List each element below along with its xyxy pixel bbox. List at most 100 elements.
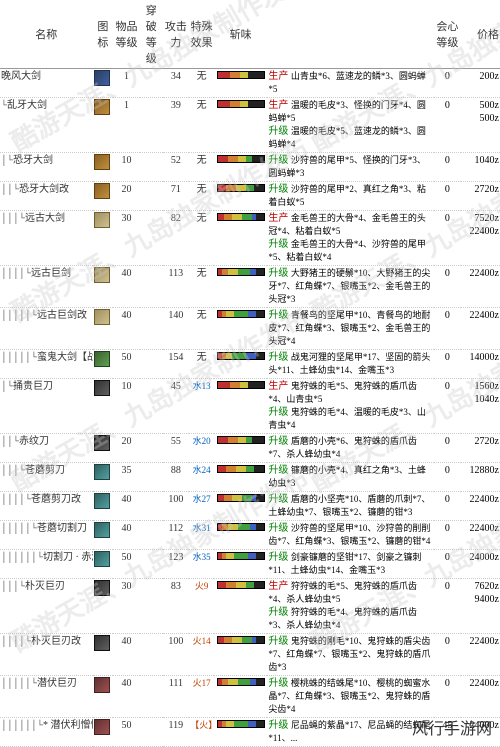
- weapon-name-cell: ││││││└切割刀 · 赤潮: [0, 550, 93, 579]
- material-cell: 生产 山青虫*6、蓝速龙的鳞*3、圆蚂蝉*5: [267, 69, 434, 98]
- affinity-cell: 0: [434, 211, 461, 266]
- weapon-name: 蛮鬼大剑【战棰】: [37, 352, 93, 363]
- grade-cell: 1: [113, 98, 140, 153]
- price-cell: 14000z: [461, 350, 500, 379]
- atk-cell: 123: [163, 550, 190, 579]
- table-row: │││││└远古巨剑改40140无升级 青餐鸟的坚尾甲*10、青餐鸟的地耐皮*7…: [0, 308, 500, 350]
- sharpness-bar: [217, 494, 265, 502]
- sharpness-bar: [217, 636, 265, 644]
- sharp-cell: [214, 463, 267, 492]
- price-cell: 2720z: [461, 434, 500, 463]
- icon-cell: [93, 350, 114, 379]
- spec-cell: 无: [189, 211, 214, 266]
- material-text: 沙狩兽的坚尾甲*10、沙狩兽的削削齿*7、红角蝶*3、银嘴玉*2、镰蘑的钳*4: [268, 523, 430, 546]
- icon-cell: [93, 266, 114, 308]
- material-text: 金毛兽王的大骨*4、沙狩兽的尾甲*5、粘着白蚁*4: [268, 239, 426, 262]
- material-text: 盾蘑的小坚壳*10、盾蘑的爪刺*7、土蜂幼虫*7、银嘴玉*2、镰蘑的钳*3: [268, 494, 430, 517]
- material-text: 大野猪王的硬鬃*10、大野猪王的尖牙*7、红角蝶*7、银嘴玉*2、金毛兽王的头冠…: [268, 268, 430, 304]
- grade-cell: 1: [113, 69, 140, 98]
- grade-cell: 10: [113, 379, 140, 434]
- material-text: 战鬼河狸的坚尾甲*17、坚固的箭头头*11、土蜂幼虫*14、金嘴玉*3: [268, 352, 430, 375]
- pen-cell: [140, 98, 163, 153]
- material-text: 狩狩蛛的毛*5、鬼狩蛛的盾爪齿*4、杀人蜂幼虫*5: [268, 581, 417, 604]
- weapon-name-cell: ││││└朴灭巨刃改: [0, 634, 93, 676]
- spec-cell: 水13: [189, 379, 214, 434]
- weapon-name: 乱牙大剑: [7, 100, 47, 111]
- pen-cell: [140, 308, 163, 350]
- atk-cell: 82: [163, 211, 190, 266]
- upgrade-tag: 升级: [268, 465, 288, 477]
- material-cell: 升级 镰蘑的小壳*4、真红之角*3、土蜂幼虫*3: [267, 463, 434, 492]
- sharpness-bar: [217, 465, 265, 473]
- weapon-name-cell: ││└恐牙大剑改: [0, 182, 93, 211]
- grade-cell: 40: [113, 492, 140, 521]
- atk-cell: 119: [163, 718, 190, 747]
- price-cell: 22400z: [461, 266, 500, 308]
- weapon-icon: [94, 580, 110, 596]
- sharpness-bar: [217, 678, 265, 686]
- material-cell: 升级 青餐鸟的坚尾甲*10、青餐鸟的地耐皮*7、红角蝶*3、银嘴玉*2、金毛兽王…: [267, 308, 434, 350]
- upgrade-tag: 升级: [268, 523, 288, 535]
- weapon-name: 捅贵巨刀: [13, 381, 53, 392]
- pen-cell: [140, 350, 163, 379]
- sharp-cell: [214, 308, 267, 350]
- header-row: 名称 图标 物品等级 穿破等级 攻击力 特殊效果 斩味 会心等级 价格: [0, 0, 500, 69]
- price-cell: 22400z: [461, 634, 500, 676]
- material-cell: 升级 鬼狩蛛的刚毛*10、鬼狩蛛的盾尖齿*7、红角蝶*7、银嘴玉*2、鬼狩蛛的盾…: [267, 634, 434, 676]
- affinity-cell: 0: [434, 350, 461, 379]
- sharpness-bar: [217, 381, 265, 389]
- header-atk: 攻击力: [163, 0, 190, 69]
- sharpness-bar: [217, 523, 265, 531]
- upgrade-tag: 升级: [268, 184, 288, 196]
- material-text: 金毛兽王的大骨*4、金毛兽王的头冠*4、粘着白蚁*5: [268, 213, 426, 236]
- weapon-name: 远古大剑: [25, 213, 65, 224]
- material-cell: 升级 沙狩兽的尾甲*5、怪换的门牙*3、圆蚂蝉*3: [267, 153, 434, 182]
- weapon-name-cell: │││└远古大剑: [0, 211, 93, 266]
- table-row: │││││└潜伏巨刃40111火17升级 樱桃蛛的结蛛尾*10、樱桃的蜘蜜水晶*…: [0, 676, 500, 718]
- pen-cell: [140, 550, 163, 579]
- sharp-cell: [214, 379, 267, 434]
- sharpness-bar: [217, 552, 265, 560]
- sharp-cell: [214, 266, 267, 308]
- spec-cell: 水20: [189, 434, 214, 463]
- upgrade-tag: 升级: [268, 552, 288, 564]
- weapon-name: 赤纹刀: [19, 436, 49, 447]
- material-text: 盾蘑的小壳*6、鬼狩蛛的盾爪齿*7、杀人蜂幼虫*4: [268, 436, 417, 459]
- atk-cell: 140: [163, 308, 190, 350]
- sharpness-bar: [217, 581, 265, 589]
- table-row: │││└远古大剑3082无生产 金毛兽王的大骨*4、金毛兽王的头冠*4、粘着白蚁…: [0, 211, 500, 266]
- pen-cell: [140, 266, 163, 308]
- table-row: └乱牙大剑139无生产 温暖的毛皮*3、怪换的门牙*4、圆蚂蝉*5升级 温暖的毛…: [0, 98, 500, 153]
- material-text: 青餐鸟的坚尾甲*10、青餐鸟的地耐皮*7、红角蝶*3、银嘴玉*2、金毛兽王的头冠…: [268, 310, 430, 346]
- weapon-icon: [94, 551, 110, 567]
- price-cell: 12880z: [461, 463, 500, 492]
- affinity-cell: 0: [434, 308, 461, 350]
- grade-cell: 35: [113, 463, 140, 492]
- upgrade-tag: 升级: [268, 310, 288, 322]
- upgrade-tag: 升级: [268, 126, 288, 138]
- weapon-name: 苍蘑剪刀改: [31, 494, 81, 505]
- upgrade-tag: 升级: [268, 636, 288, 648]
- icon-cell: [93, 492, 114, 521]
- icon-cell: [93, 98, 114, 153]
- weapon-name-cell: │││││└潜伏巨刃: [0, 676, 93, 718]
- header-mat: [267, 0, 434, 69]
- grade-cell: 50: [113, 718, 140, 747]
- weapon-icon: [94, 212, 110, 228]
- pen-cell: [140, 521, 163, 550]
- grade-cell: 20: [113, 182, 140, 211]
- icon-cell: [93, 308, 114, 350]
- affinity-cell: 0: [434, 69, 461, 98]
- icon-cell: [93, 634, 114, 676]
- sharpness-bar: [217, 100, 265, 108]
- material-text: 鬼狩蛛的刚毛*10、鬼狩蛛的盾尖齿*7、红角蝶*7、银嘴玉*2、鬼狩蛛的盾爪齿*…: [268, 636, 430, 672]
- price-cell: 7520z22400z: [461, 211, 500, 266]
- weapon-name: 朴灭巨刃改: [31, 636, 81, 647]
- material-text: 尼品蝇的紫晶*17、尼品蝇的结蜘尾*11、...: [268, 720, 430, 743]
- weapon-name-cell: │└捅贵巨刀: [0, 379, 93, 434]
- table-row: ││││└朴灭巨刃改40100火14升级 鬼狩蛛的刚毛*10、鬼狩蛛的盾尖齿*7…: [0, 634, 500, 676]
- sharpness-bar: [217, 720, 265, 728]
- pen-cell: [140, 182, 163, 211]
- weapon-name: 苍蘑剪刀: [25, 465, 65, 476]
- atk-cell: 154: [163, 350, 190, 379]
